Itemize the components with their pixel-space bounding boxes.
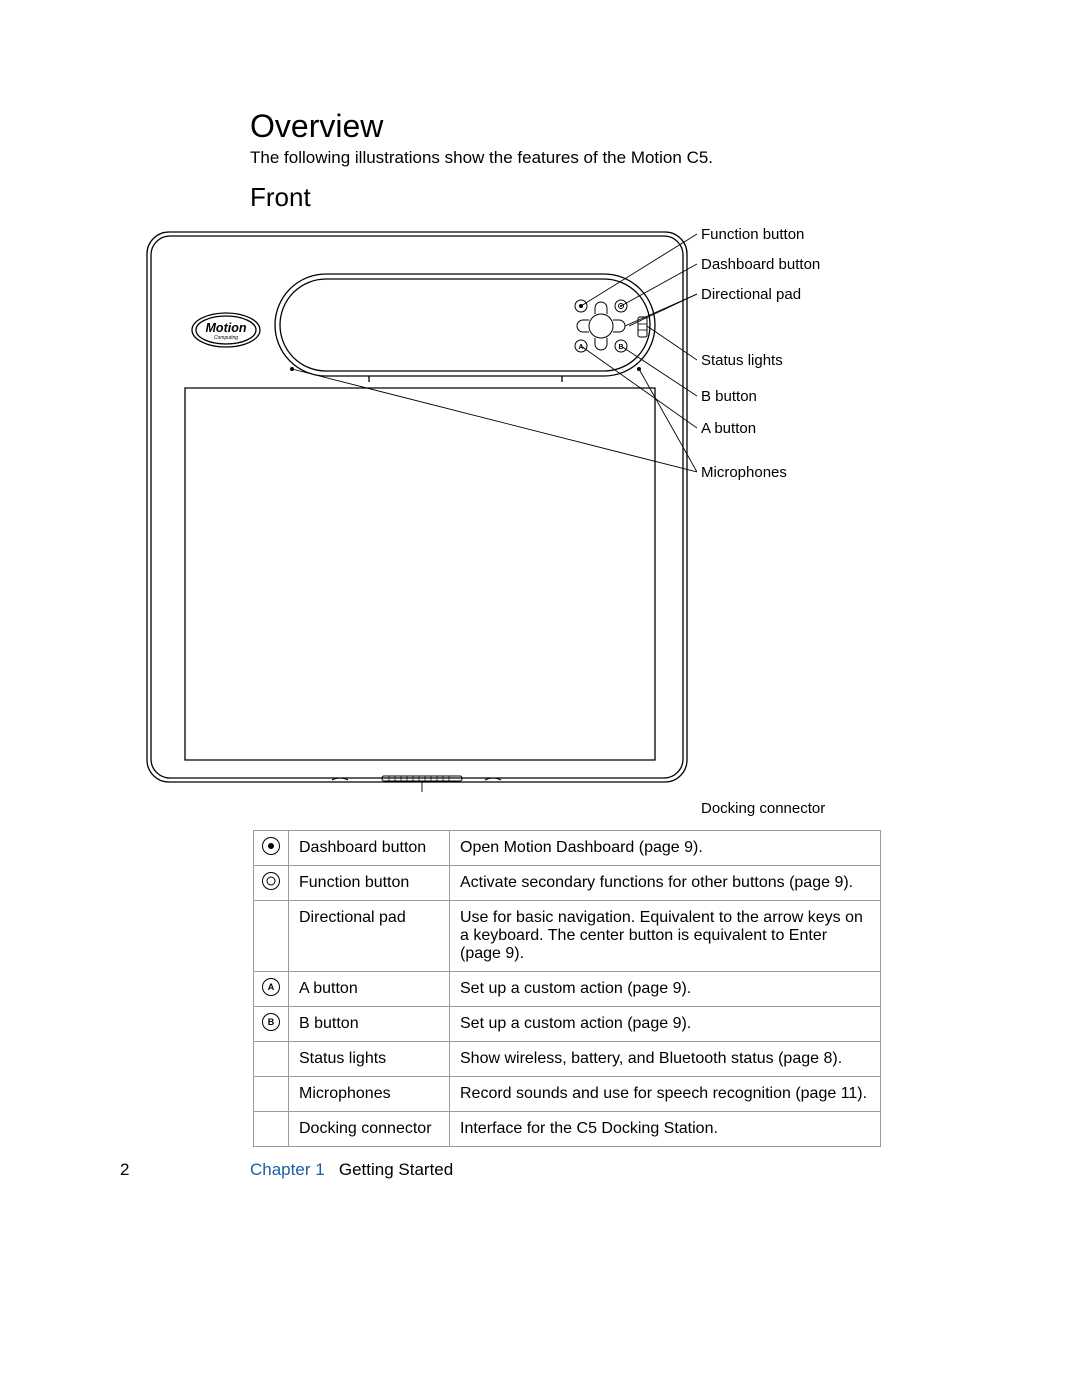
chapter-title-text: Getting Started — [339, 1160, 453, 1179]
page-number: 2 — [120, 1160, 129, 1180]
feature-icon-cell — [254, 831, 289, 866]
feature-icon — [262, 837, 280, 855]
callout-status-lights: Status lights — [701, 352, 783, 369]
table-row: B B buttonSet up a custom action (page 9)… — [254, 1007, 881, 1042]
feature-icon-cell — [254, 866, 289, 901]
manual-page: Overview The following illustrations sho… — [0, 0, 1080, 1397]
footer-chapter: Chapter 1 Getting Started — [250, 1160, 453, 1180]
feature-icon-cell — [254, 1077, 289, 1112]
feature-icon-cell: B — [254, 1007, 289, 1042]
feature-icon-cell: A — [254, 972, 289, 1007]
callout-b-button: B button — [701, 388, 757, 405]
feature-name: Function button — [289, 866, 450, 901]
device-front-diagram: A B — [137, 222, 697, 792]
feature-icon — [262, 872, 280, 890]
feature-description: Record sounds and use for speech recogni… — [450, 1077, 881, 1112]
heading-overview: Overview — [250, 108, 383, 145]
feature-name: A button — [289, 972, 450, 1007]
feature-description: Use for basic navigation. Equivalent to … — [450, 901, 881, 972]
feature-description: Set up a custom action (page 9). — [450, 972, 881, 1007]
callout-function-button: Function button — [701, 226, 804, 243]
callout-microphones: Microphones — [701, 464, 787, 481]
feature-name: Microphones — [289, 1077, 450, 1112]
table-row: Status lightsShow wireless, battery, and… — [254, 1042, 881, 1077]
chapter-title — [329, 1160, 338, 1179]
feature-name: Status lights — [289, 1042, 450, 1077]
callout-a-button: A button — [701, 420, 756, 437]
table-row: Directional padUse for basic navigation.… — [254, 901, 881, 972]
logo-text: Motion — [206, 321, 247, 335]
table-row: Docking connectorInterface for the C5 Do… — [254, 1112, 881, 1147]
feature-name: Dashboard button — [289, 831, 450, 866]
feature-description: Activate secondary functions for other b… — [450, 866, 881, 901]
feature-description: Set up a custom action (page 9). — [450, 1007, 881, 1042]
feature-name: Directional pad — [289, 901, 450, 972]
feature-table: Dashboard buttonOpen Motion Dashboard (p… — [253, 830, 881, 1147]
feature-name: Docking connector — [289, 1112, 450, 1147]
heading-front: Front — [250, 182, 311, 213]
feature-icon: A — [262, 978, 280, 996]
feature-icon-cell — [254, 1042, 289, 1077]
feature-description: Show wireless, battery, and Bluetooth st… — [450, 1042, 881, 1077]
feature-description: Interface for the C5 Docking Station. — [450, 1112, 881, 1147]
feature-icon-cell — [254, 1112, 289, 1147]
callout-docking-connector: Docking connector — [701, 800, 825, 817]
table-row: MicrophonesRecord sounds and use for spe… — [254, 1077, 881, 1112]
callout-dashboard-button: Dashboard button — [701, 256, 820, 273]
feature-name: B button — [289, 1007, 450, 1042]
callout-directional-pad: Directional pad — [701, 286, 801, 303]
table-row: A A buttonSet up a custom action (page 9)… — [254, 972, 881, 1007]
feature-description: Open Motion Dashboard (page 9). — [450, 831, 881, 866]
svg-text:Computing: Computing — [214, 335, 238, 341]
table-row: Function buttonActivate secondary functi… — [254, 866, 881, 901]
feature-icon: B — [262, 1013, 280, 1031]
overview-body-text: The following illustrations show the fea… — [250, 148, 713, 168]
feature-icon-cell — [254, 901, 289, 972]
table-row: Dashboard buttonOpen Motion Dashboard (p… — [254, 831, 881, 866]
chapter-label: Chapter 1 — [250, 1160, 325, 1179]
